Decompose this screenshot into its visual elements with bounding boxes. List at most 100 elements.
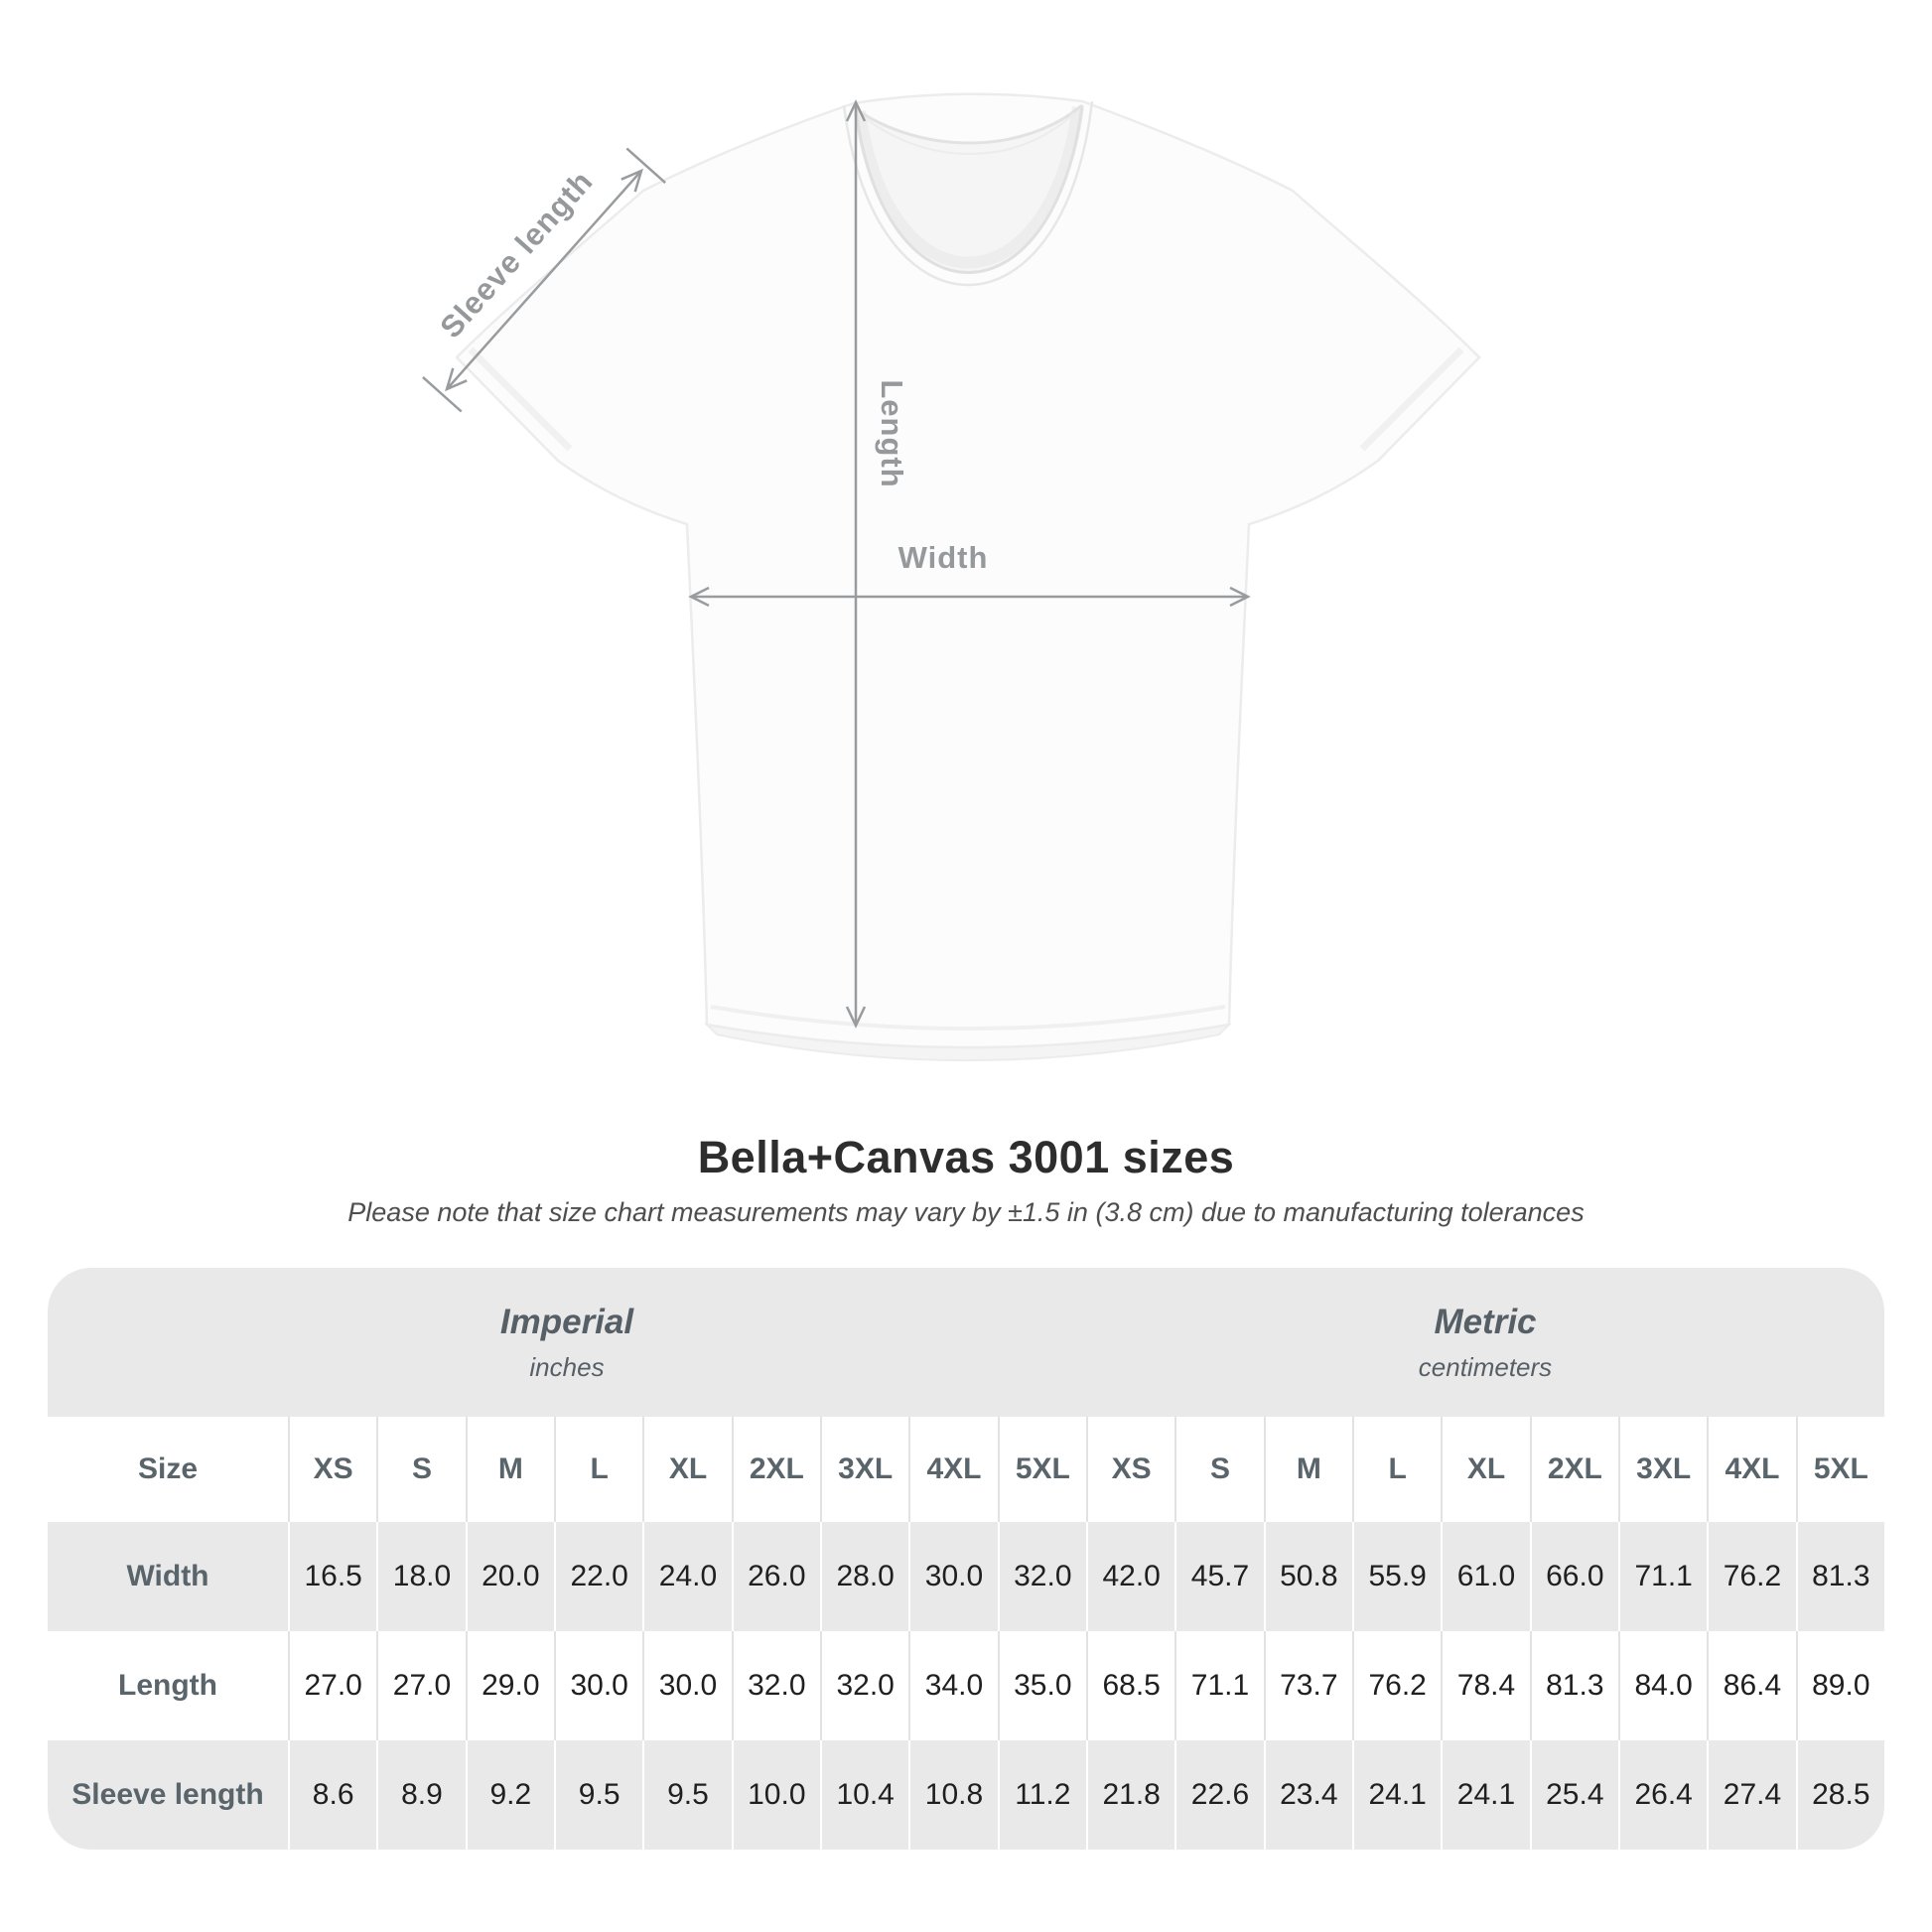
width-label: Width <box>898 540 989 575</box>
cell-metric-width-l: 55.9 <box>1352 1522 1441 1631</box>
cell-imperial-length-l: 30.0 <box>554 1631 642 1740</box>
cell-metric-width-m: 50.8 <box>1263 1522 1352 1631</box>
cell-imperial-width-m: 20.0 <box>465 1522 554 1631</box>
table-row-width: Width 16.5 18.0 20.0 22.0 24.0 26.0 28.0 30.0 32.… <box>48 1522 1884 1631</box>
size-header-imperial-3xl: 3XL <box>820 1417 908 1522</box>
sleeve-arrow-head-top <box>621 168 643 193</box>
cell-metric-width-s: 45.7 <box>1174 1522 1263 1631</box>
collar-inner-shadow <box>854 106 1084 269</box>
size-header-metric-m: M <box>1263 1417 1352 1522</box>
cell-metric-length-5xl: 89.0 <box>1795 1631 1884 1740</box>
width-arrow-head-right <box>1229 586 1251 608</box>
row-label-sleeve-length: Sleeve length <box>71 1778 264 1811</box>
cell-imperial-sleeve-length-xs: 8.6 <box>288 1740 376 1850</box>
size-header-metric-s: S <box>1174 1417 1263 1522</box>
cell-imperial-length-3xl: 32.0 <box>820 1631 908 1740</box>
cell-metric-length-4xl: 86.4 <box>1707 1631 1795 1740</box>
cell-imperial-width-3xl: 28.0 <box>820 1522 908 1631</box>
tshirt-body <box>455 92 1481 1049</box>
cell-metric-sleeve-length-4xl: 27.4 <box>1707 1740 1795 1850</box>
table-rows: Size XS S M L XL 2XL 3XL 4XL 5XL XS S M L XL 2XL 3XL 4XL 5… <box>48 1417 1884 1850</box>
row-label-length: Length <box>118 1669 217 1702</box>
size-header-imperial-2xl: 2XL <box>731 1417 820 1522</box>
size-header-metric-5xl: 5XL <box>1795 1417 1884 1522</box>
cell-metric-length-xl: 78.4 <box>1441 1631 1529 1740</box>
cell-imperial-sleeve-length-2xl: 10.0 <box>731 1740 820 1850</box>
collar-front-seam <box>854 104 1084 274</box>
size-header-imperial-xl: XL <box>642 1417 731 1522</box>
cell-metric-length-l: 76.2 <box>1352 1631 1441 1740</box>
cell-imperial-length-m: 29.0 <box>465 1631 554 1740</box>
measurement-arrows <box>422 99 1251 1029</box>
size-table: Imperial inches Metric centimeters Size X… <box>48 1268 1884 1850</box>
size-header-imperial-5xl: 5XL <box>997 1417 1086 1522</box>
width-arrow-head-left <box>688 586 710 608</box>
imperial-label: Imperial <box>499 1302 634 1341</box>
table-row-sleeve-length: Sleeve length 8.6 8.9 9.2 9.5 9.5 10.0 10.4 10.8… <box>48 1740 1884 1850</box>
size-column-header: Size <box>137 1452 199 1485</box>
cell-imperial-length-2xl: 32.0 <box>731 1631 820 1740</box>
right-cuff-seam <box>1359 346 1464 452</box>
cell-metric-width-2xl: 66.0 <box>1529 1522 1618 1631</box>
size-header-imperial-s: S <box>376 1417 465 1522</box>
metric-unit-label: centimeters <box>1418 1351 1553 1382</box>
cell-imperial-sleeve-length-s: 8.9 <box>376 1740 465 1850</box>
left-cuff-seam <box>468 346 573 452</box>
cell-imperial-length-xl: 30.0 <box>642 1631 731 1740</box>
cell-metric-sleeve-length-xs: 21.8 <box>1086 1740 1174 1850</box>
cell-metric-width-3xl: 71.1 <box>1618 1522 1707 1631</box>
page-subtitle: Please note that size chart measurements… <box>347 1197 1585 1227</box>
cell-metric-length-2xl: 81.3 <box>1529 1631 1618 1740</box>
tshirt-measurement-figure: Sleeve length Length Width <box>422 92 1481 1061</box>
size-header-imperial-xs: XS <box>288 1417 376 1522</box>
cell-imperial-width-xl: 24.0 <box>642 1522 731 1631</box>
unit-band: Imperial inches Metric centimeters <box>48 1268 1884 1417</box>
cell-imperial-width-2xl: 26.0 <box>731 1522 820 1631</box>
collar-back-seam-2 <box>863 112 1075 155</box>
sleeve-arrow-line <box>446 170 642 390</box>
cell-metric-width-xl: 61.0 <box>1441 1522 1529 1631</box>
cell-metric-sleeve-length-m: 23.4 <box>1263 1740 1352 1850</box>
size-header-metric-xl: XL <box>1441 1417 1529 1522</box>
cell-imperial-sleeve-length-m: 9.2 <box>465 1740 554 1850</box>
collar-back-seam <box>855 103 1083 145</box>
length-arrow-head-bottom <box>845 1006 867 1029</box>
size-header-metric-xs: XS <box>1086 1417 1174 1522</box>
table-row-length: Length 27.0 27.0 29.0 30.0 30.0 32.0 32.0 34.0 35… <box>48 1631 1884 1740</box>
size-header-metric-4xl: 4XL <box>1707 1417 1795 1522</box>
cell-metric-sleeve-length-l: 24.1 <box>1352 1740 1441 1850</box>
cell-metric-sleeve-length-s: 22.6 <box>1174 1740 1263 1850</box>
metric-label: Metric <box>1434 1302 1537 1341</box>
cell-metric-length-xs: 68.5 <box>1086 1631 1174 1740</box>
cell-imperial-length-4xl: 34.0 <box>908 1631 997 1740</box>
size-header-imperial-4xl: 4XL <box>908 1417 997 1522</box>
row-label-width: Width <box>126 1560 209 1592</box>
size-header-metric-l: L <box>1352 1417 1441 1522</box>
sleeve-arrow-head-bottom <box>445 367 468 392</box>
cell-imperial-width-4xl: 30.0 <box>908 1522 997 1631</box>
cell-metric-width-5xl: 81.3 <box>1795 1522 1884 1631</box>
cell-metric-sleeve-length-2xl: 25.4 <box>1529 1740 1618 1850</box>
size-header-metric-3xl: 3XL <box>1618 1417 1707 1522</box>
cell-imperial-sleeve-length-xl: 9.5 <box>642 1740 731 1850</box>
cell-metric-sleeve-length-3xl: 26.4 <box>1618 1740 1707 1850</box>
cell-metric-width-4xl: 76.2 <box>1707 1522 1795 1631</box>
length-arrow-head-top <box>845 99 867 122</box>
cell-metric-sleeve-length-5xl: 28.5 <box>1795 1740 1884 1850</box>
cell-imperial-length-xs: 27.0 <box>288 1631 376 1740</box>
sleeve-arrow-tick-bottom <box>422 375 463 413</box>
cell-imperial-length-5xl: 35.0 <box>997 1631 1086 1740</box>
cell-metric-length-3xl: 84.0 <box>1618 1631 1707 1740</box>
size-header-metric-2xl: 2XL <box>1529 1417 1618 1522</box>
cell-imperial-length-s: 27.0 <box>376 1631 465 1740</box>
collar-outer-seam <box>842 100 1094 287</box>
bottom-hem-seam <box>710 1005 1226 1031</box>
size-header-imperial-m: M <box>465 1417 554 1522</box>
imperial-unit-label: inches <box>529 1351 605 1382</box>
cell-imperial-sleeve-length-3xl: 10.4 <box>820 1740 908 1850</box>
size-header-row: Size XS S M L XL 2XL 3XL 4XL 5XL XS S M L XL 2XL 3XL 4XL 5… <box>48 1417 1884 1522</box>
cell-imperial-sleeve-length-l: 9.5 <box>554 1740 642 1850</box>
cell-imperial-width-l: 22.0 <box>554 1522 642 1631</box>
unit-group-imperial: Imperial inches <box>48 1268 1086 1417</box>
unit-group-metric: Metric centimeters <box>1086 1268 1884 1417</box>
